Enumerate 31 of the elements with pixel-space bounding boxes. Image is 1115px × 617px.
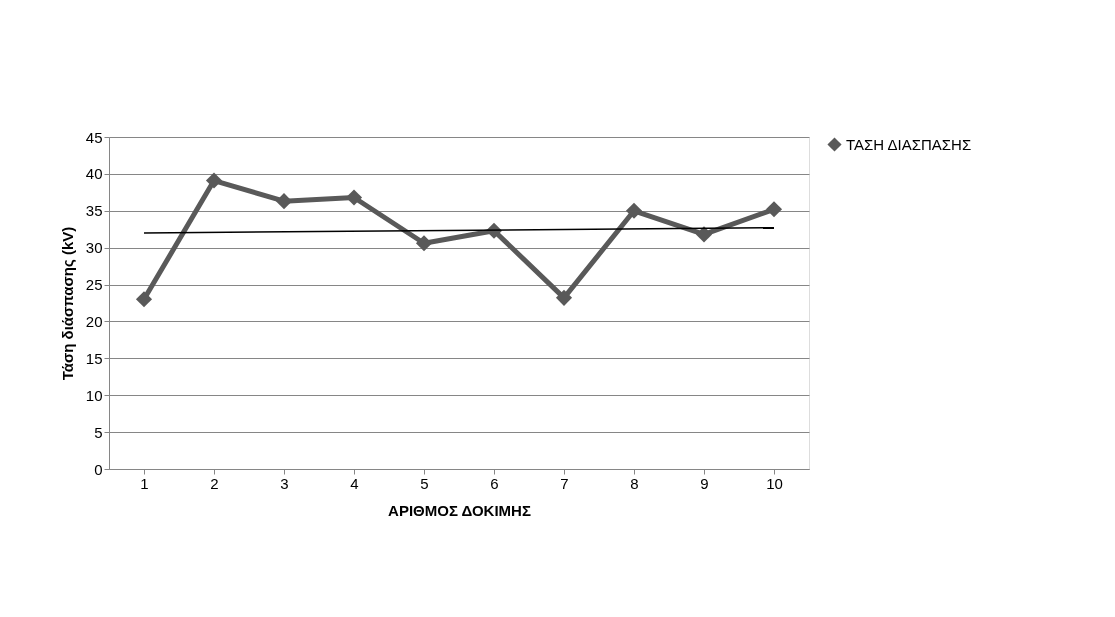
- x-tick-label: 9: [700, 474, 709, 492]
- y-tick-label: 20: [85, 312, 103, 330]
- y-tick-label: 25: [85, 276, 103, 294]
- point: [345, 189, 363, 206]
- y-tick-label: 40: [85, 165, 103, 183]
- x-tick-label: 5: [420, 474, 429, 492]
- point: [765, 201, 783, 218]
- y-tick-label: 35: [85, 202, 103, 220]
- y-axis-title: Τάση διάσπασης (kV): [58, 226, 76, 381]
- y-tick-label: 10: [85, 386, 103, 404]
- y-tick-label: 0: [94, 460, 103, 478]
- point: [625, 202, 643, 219]
- x-tick-label: 6: [490, 474, 499, 492]
- x-tick-label: 7: [560, 474, 569, 492]
- point: [415, 235, 433, 252]
- x-tick-label: 8: [630, 474, 639, 492]
- x-tick-label: 2: [210, 474, 219, 492]
- y-tick-label: 15: [85, 349, 103, 367]
- y-tick-label: 5: [94, 423, 103, 441]
- legend-label: ΤΑΣΗ ΔΙΑΣΠΑΣΗΣ: [846, 135, 972, 153]
- point: [205, 172, 223, 189]
- point: [135, 291, 153, 308]
- point: [555, 289, 573, 306]
- y-tick-label: 45: [85, 128, 103, 146]
- x-tick-label: 10: [766, 474, 783, 492]
- x-tick-label: 3: [280, 474, 289, 492]
- y-tick-label: 30: [85, 239, 103, 257]
- x-tick-label: 1: [140, 474, 149, 492]
- x-tick-label: 4: [350, 474, 359, 492]
- point: [695, 226, 713, 243]
- x-axis-title: ΑΡΙΘΜΟΣ ΔΟΚΙΜΗΣ: [388, 501, 531, 519]
